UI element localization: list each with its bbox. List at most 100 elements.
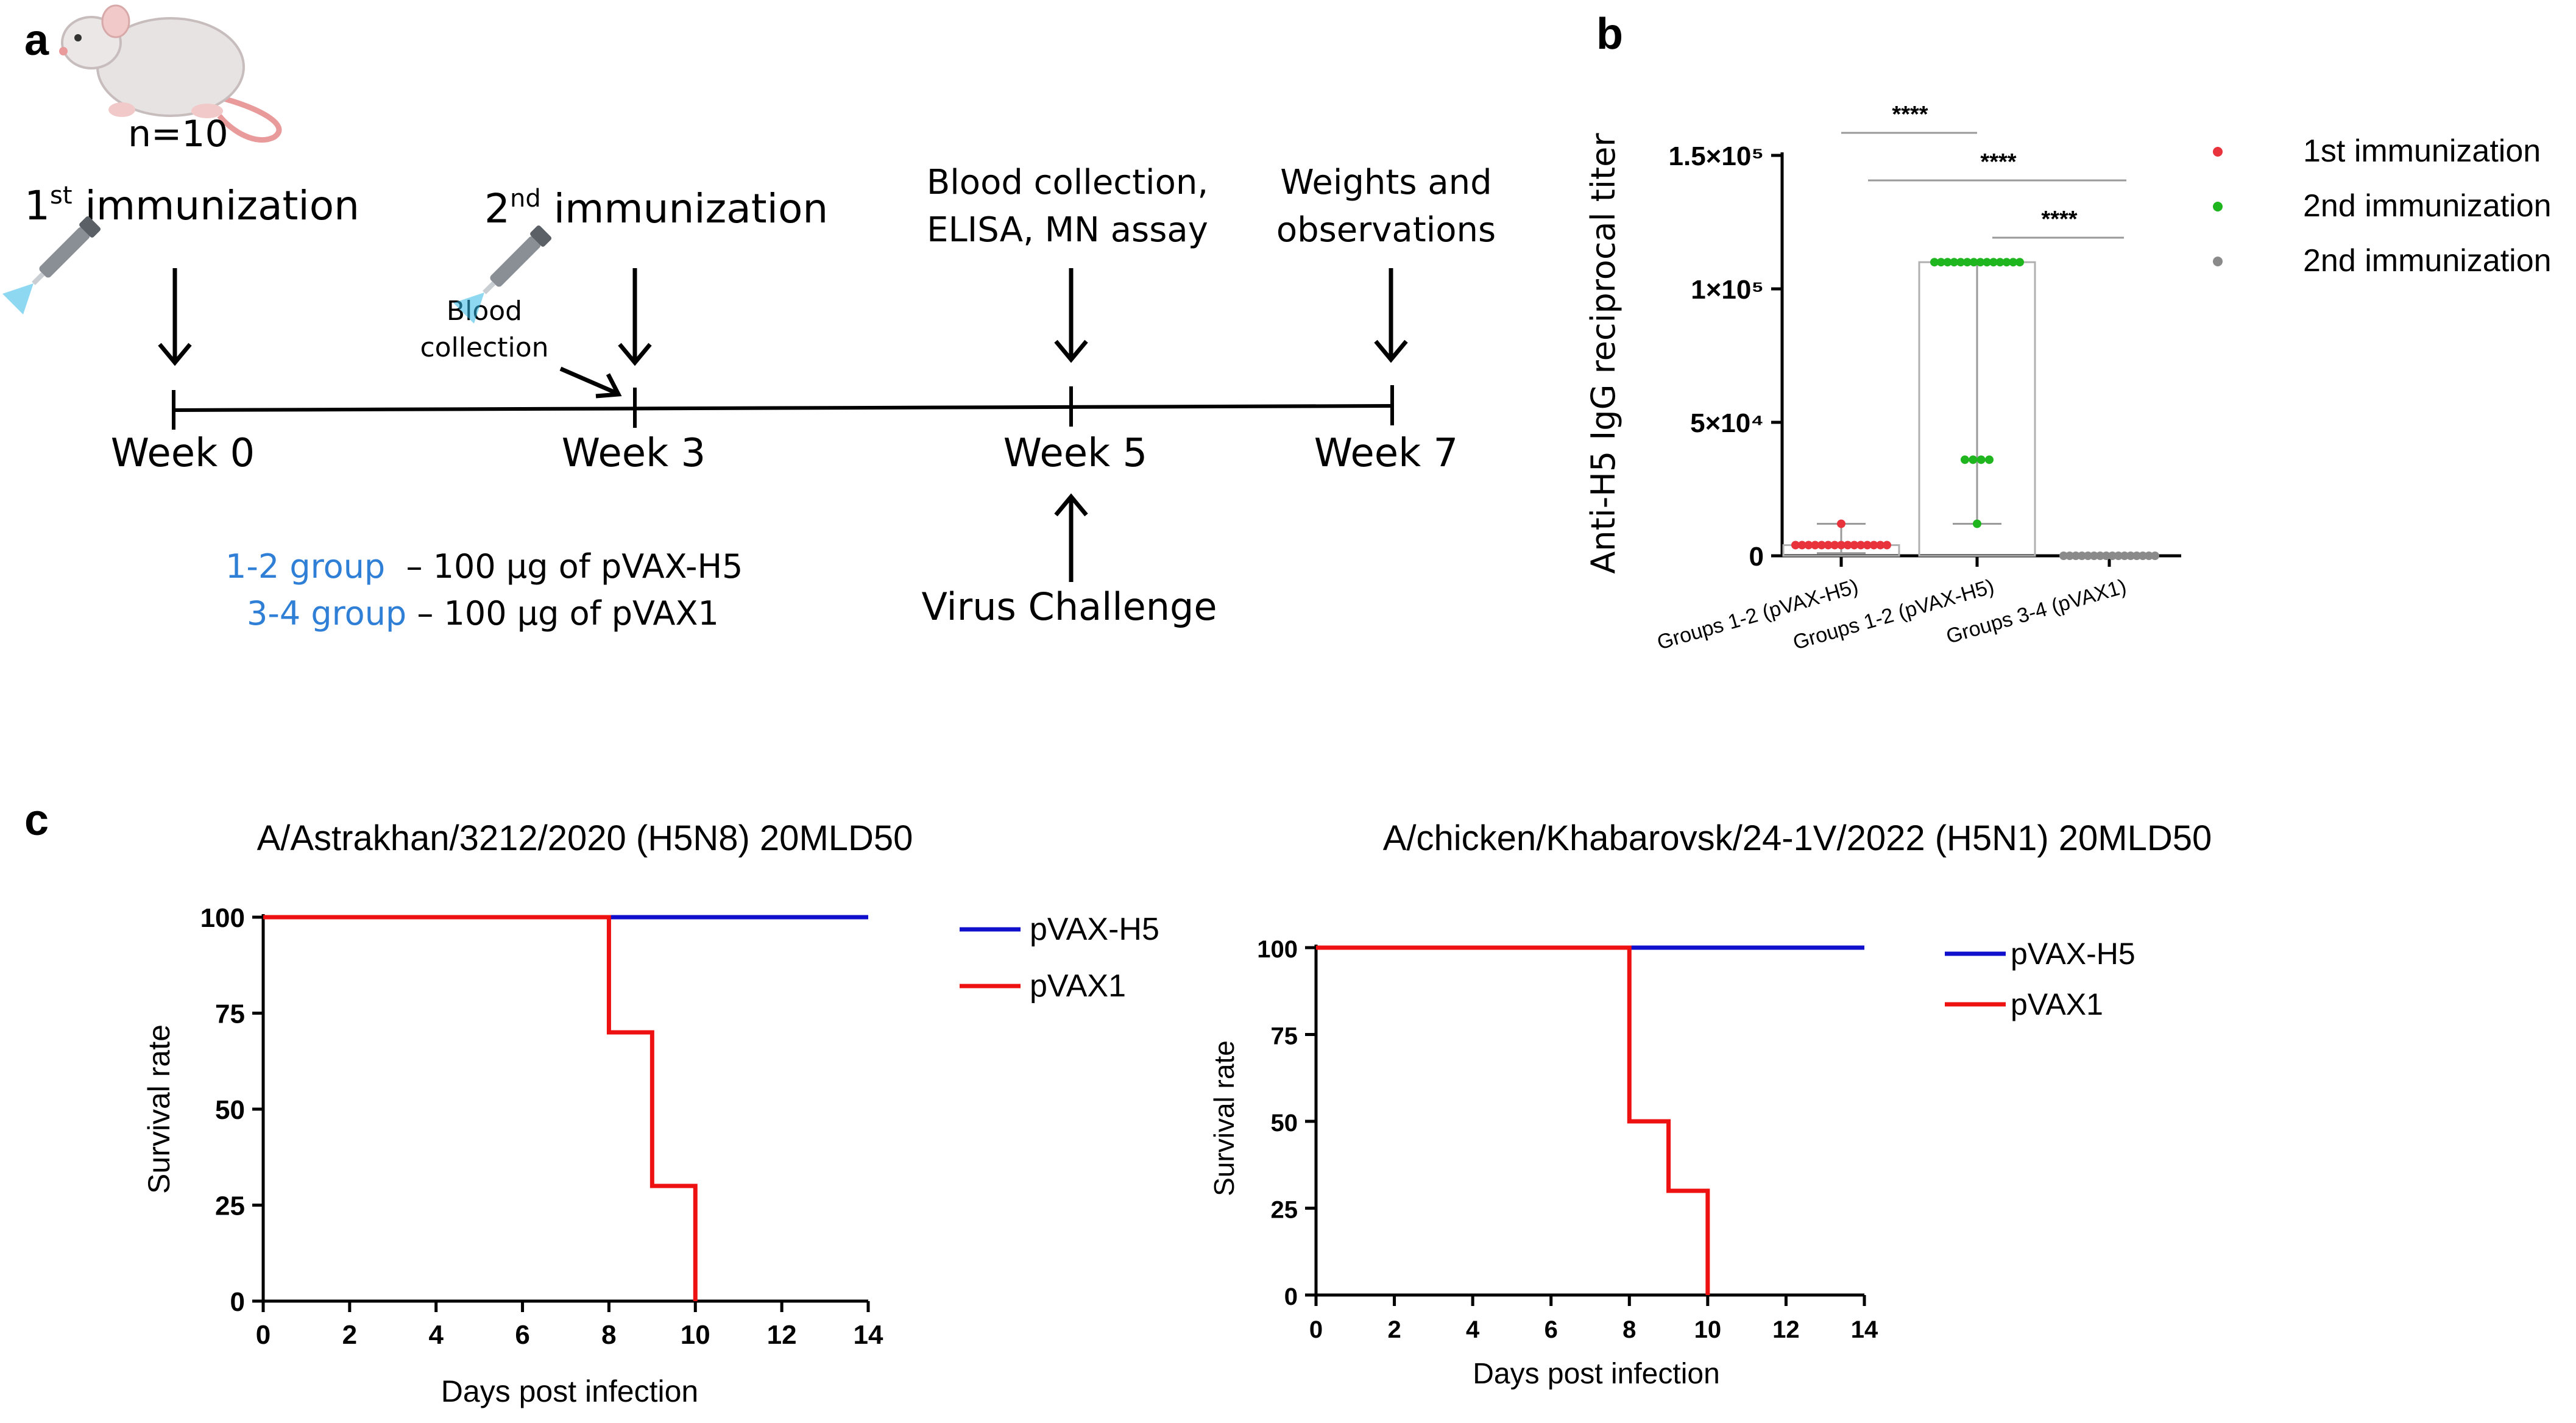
data-point xyxy=(2126,552,2135,560)
data-point xyxy=(2002,258,2011,267)
data-point xyxy=(1850,541,1859,550)
x-tick-label: 10 xyxy=(1694,1316,1722,1343)
y-tick-label: 25 xyxy=(215,1191,245,1221)
legend-label: pVAX1 xyxy=(2011,987,2103,1021)
data-point xyxy=(1863,541,1872,550)
blood-collection-small-2: collection xyxy=(420,332,548,363)
legend-marker xyxy=(2213,202,2223,211)
data-point xyxy=(1983,258,1992,267)
data-point xyxy=(1973,519,1981,528)
week-label: Week 7 xyxy=(1314,431,1458,476)
data-point xyxy=(2114,552,2123,560)
data-point xyxy=(1969,455,1978,464)
data-point xyxy=(2009,258,2018,267)
y-tick-label: 5×10⁴ xyxy=(1690,408,1764,438)
data-point xyxy=(1797,541,1806,550)
second-immunization-label: 2nd immunization xyxy=(484,185,828,232)
data-point xyxy=(1976,258,1985,267)
data-point xyxy=(2139,552,2147,560)
data-point xyxy=(1856,541,1866,550)
significance-label: **** xyxy=(1892,102,1928,127)
y-tick-label: 1×10⁵ xyxy=(1691,275,1764,305)
y-tick-label: 100 xyxy=(1257,936,1298,963)
data-point xyxy=(2084,552,2092,560)
data-point xyxy=(2065,552,2074,560)
panel-label-c: c xyxy=(24,796,49,845)
survival-curve xyxy=(263,915,698,1301)
x-axis-label: Days post infection xyxy=(441,1374,698,1408)
data-point xyxy=(2096,552,2104,560)
data-point xyxy=(1985,455,1994,464)
titer-scatter-chart: Anti-H5 IgG reciprocal titer 1st immuniz… xyxy=(1584,102,2552,655)
blood-collection-small-1: Blood xyxy=(447,296,522,327)
data-point xyxy=(1962,258,1972,267)
legend-label: pVAX-H5 xyxy=(2011,937,2135,971)
virus-challenge-label: Virus Challenge xyxy=(921,584,1217,629)
data-point xyxy=(1811,541,1820,550)
x-tick-label: 4 xyxy=(428,1320,444,1350)
panel-label-b: b xyxy=(1596,10,1623,59)
legend-label: 2nd immunization xyxy=(2303,188,2552,224)
y-tick-label: 0 xyxy=(230,1287,245,1317)
x-tick-label: 14 xyxy=(854,1320,883,1350)
y-axis-label: Survival rate xyxy=(142,1024,176,1194)
y-tick-label: 50 xyxy=(215,1095,245,1125)
x-tick-label: 6 xyxy=(1545,1316,1558,1343)
x-tick-label: 12 xyxy=(767,1320,797,1350)
x-tick-label: 4 xyxy=(1466,1316,1480,1343)
significance-label: **** xyxy=(2041,207,2077,232)
x-tick-label: 12 xyxy=(1772,1316,1800,1343)
legend-marker xyxy=(2213,257,2223,266)
legend-label: 2nd immunization xyxy=(2303,243,2552,279)
group-legend-2: 3-4 group – 100 µg of pVAX1 xyxy=(247,594,719,633)
x-tick-label: 2 xyxy=(1387,1316,1401,1343)
y-tick-label: 25 xyxy=(1271,1197,1298,1224)
data-point xyxy=(1869,541,1878,550)
week-label: Week 5 xyxy=(1003,431,1147,476)
data-point xyxy=(2151,552,2159,560)
y-tick-label: 0 xyxy=(1749,542,1764,572)
data-point xyxy=(2059,552,2068,560)
data-point xyxy=(2102,552,2111,560)
data-point xyxy=(1950,258,1959,267)
data-point xyxy=(1843,541,1852,550)
week-label: Week 3 xyxy=(562,431,706,476)
y-axis-label: Survival rate xyxy=(1208,1040,1240,1196)
panel-label-a: a xyxy=(24,16,49,65)
data-point xyxy=(1837,519,1845,528)
legend-label: 1st immunization xyxy=(2303,133,2541,169)
week-label: Week 0 xyxy=(111,431,255,476)
weights-label-2: observations xyxy=(1276,210,1496,250)
data-point xyxy=(2145,552,2153,560)
data-point xyxy=(1804,541,1813,550)
data-point xyxy=(1989,258,1998,267)
data-point xyxy=(1936,258,1945,267)
data-point xyxy=(2072,552,2080,560)
blood-elisa-label-2: ELISA, MN assay xyxy=(927,210,1208,250)
data-point xyxy=(2120,552,2129,560)
mouse-illustration xyxy=(59,4,282,143)
y-tick-label: 0 xyxy=(1284,1283,1298,1310)
x-tick-label: 2 xyxy=(342,1320,357,1350)
y-tick-label: 50 xyxy=(1271,1110,1298,1137)
data-point xyxy=(1824,541,1833,550)
data-point xyxy=(1791,541,1800,550)
group-legend-1: 1-2 group – 100 µg of pVAX-H5 xyxy=(225,547,743,586)
x-tick-label: 8 xyxy=(601,1320,616,1350)
significance-label: **** xyxy=(1980,149,2016,175)
x-tick-label: 8 xyxy=(1622,1316,1636,1343)
timeline-arrows xyxy=(158,268,1408,582)
syringe-icon xyxy=(2,216,101,314)
data-point xyxy=(2078,552,2086,560)
survival-chart-h5n8: A/Astrakhan/3212/2020 (H5N8) 20MLD50 Day… xyxy=(142,818,1159,1408)
mouse-count: n=10 xyxy=(128,113,228,155)
x-tick-label: 0 xyxy=(1309,1316,1323,1343)
survival-curve xyxy=(1316,945,1710,1295)
chart-title: A/chicken/Khabarovsk/24-1V/2022 (H5N1) 2… xyxy=(1383,818,2212,858)
survival-chart-h5n1: A/chicken/Khabarovsk/24-1V/2022 (H5N1) 2… xyxy=(1208,818,2212,1390)
x-tick-label: 0 xyxy=(256,1320,271,1350)
data-point xyxy=(2090,552,2098,560)
data-point xyxy=(1943,258,1952,267)
y-tick-label: 1.5×10⁵ xyxy=(1669,141,1764,171)
